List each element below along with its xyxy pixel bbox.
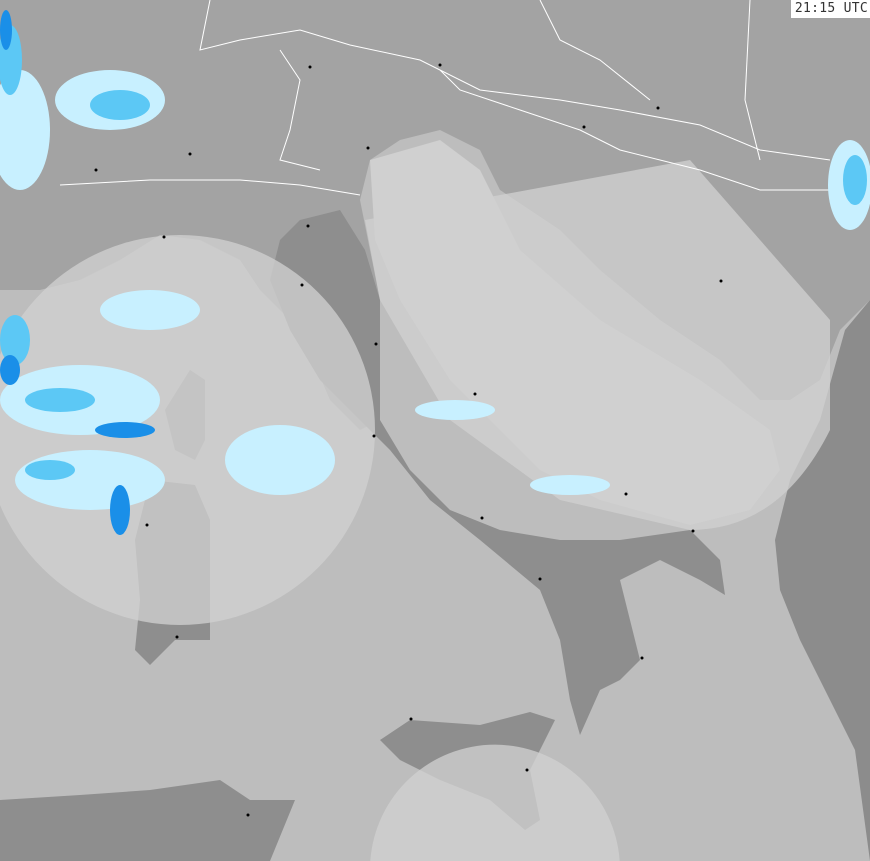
timestamp-label: 21:15 UTC [790,0,870,18]
land-italy [270,210,725,735]
land-balkans [775,300,870,861]
precipitation [0,10,870,535]
land-africa [0,780,295,861]
land-north [0,0,870,430]
adriatic-sea [370,140,780,525]
city-dots [94,63,723,817]
country-borders [59,0,840,196]
